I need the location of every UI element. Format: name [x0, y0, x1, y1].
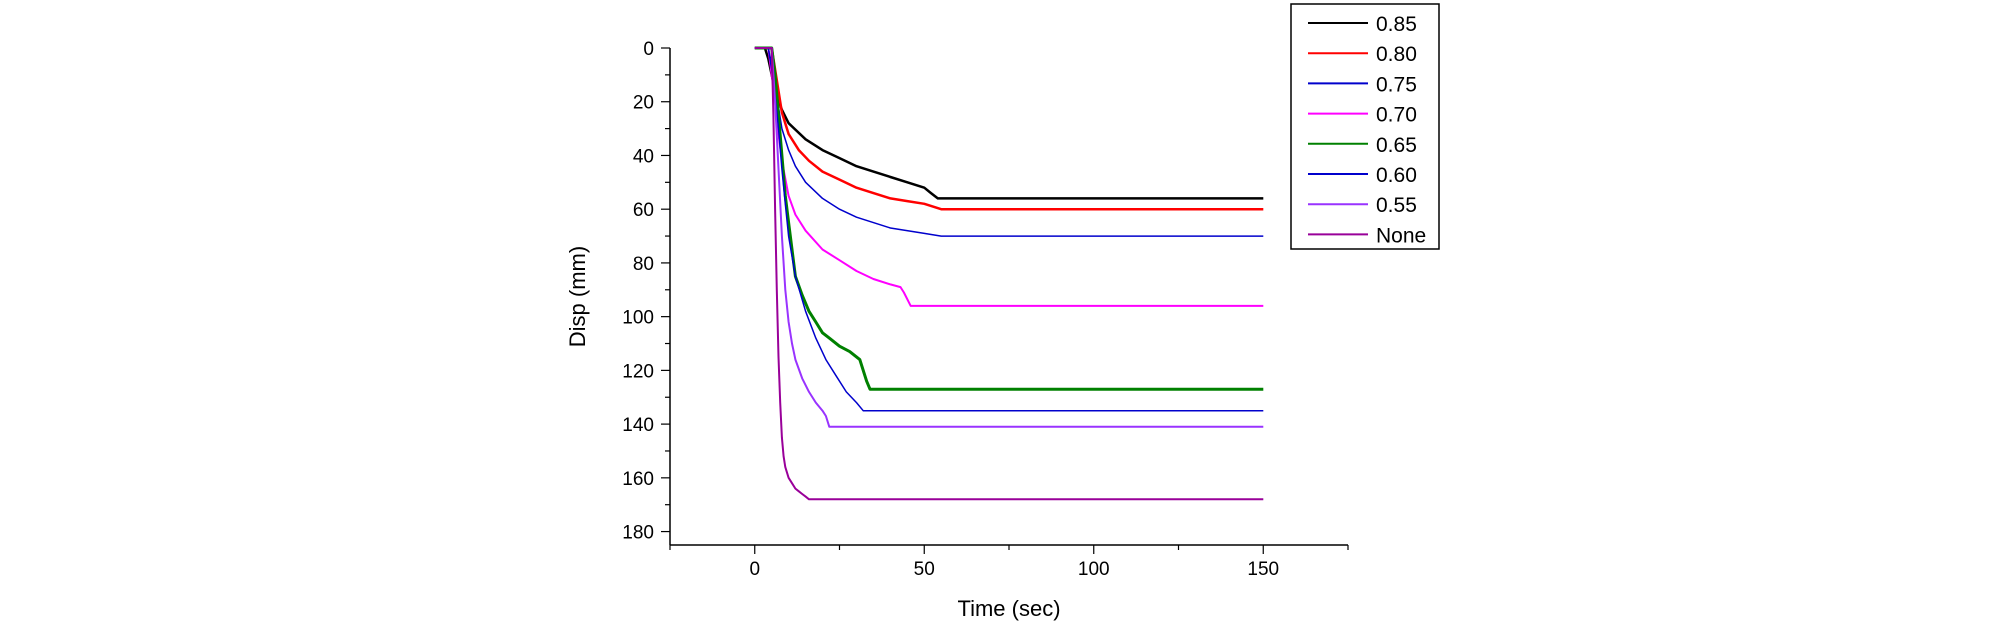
y-tick-label: 120 [622, 361, 654, 382]
legend: 0.85 0.80 0.75 0.70 0.65 0.60 0.55 None [1290, 3, 1440, 250]
y-tick-label: 40 [633, 146, 654, 167]
series-line-0-80 [754, 46, 1264, 211]
series-line-0-55 [754, 47, 1264, 428]
series-layer [754, 46, 1264, 501]
x-tick-label: 100 [1078, 559, 1110, 580]
legend-entry: 0.85 [1376, 13, 1417, 36]
series-line-0-60 [754, 47, 1264, 412]
x-axis-title: Time (sec) [957, 596, 1060, 621]
legend-entry: 0.80 [1376, 43, 1417, 66]
y-tick-label: 80 [633, 254, 654, 275]
y-tick-label: 60 [633, 200, 654, 221]
y-tick-label: 180 [622, 523, 654, 544]
y-ticks: 0 20 40 60 80 100 120 140 160 180 [622, 39, 670, 544]
legend-entry: 0.55 [1376, 194, 1417, 217]
series-line-none [754, 47, 1264, 501]
legend-entry: 0.60 [1376, 164, 1417, 187]
series-line-0-75 [754, 47, 1264, 237]
y-tick-label: 160 [622, 469, 654, 490]
x-ticks: 0 50 100 150 [669, 545, 1349, 580]
x-tick-label: 150 [1247, 559, 1279, 580]
series-line-0-65 [754, 46, 1264, 391]
plot-area [754, 46, 1264, 501]
y-tick-label: 20 [633, 93, 654, 114]
legend-entry: 0.75 [1376, 73, 1417, 96]
x-tick-label: 0 [749, 559, 760, 580]
legend-entry: 0.70 [1376, 104, 1417, 127]
legend-box [1290, 3, 1440, 250]
x-tick-label: 50 [914, 559, 935, 580]
y-tick-label: 100 [622, 308, 654, 329]
y-axis-title: Disp (mm) [565, 246, 590, 347]
y-tick-label: 140 [622, 415, 654, 436]
legend-entry: None [1376, 224, 1426, 247]
y-tick-label: 0 [643, 39, 654, 60]
legend-entry: 0.65 [1376, 134, 1417, 157]
